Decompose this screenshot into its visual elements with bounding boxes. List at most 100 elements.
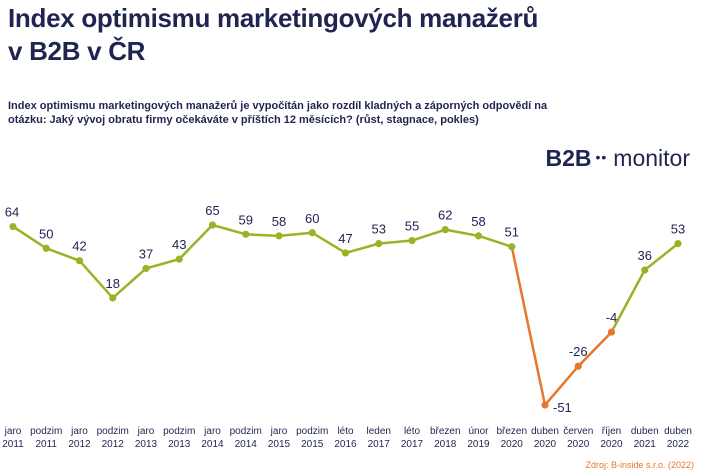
data-point	[541, 401, 549, 409]
title-line-1: Index optimismu marketingových manažerů	[8, 3, 539, 33]
data-label: 53	[372, 222, 386, 237]
x-tick-label-year: 2021	[634, 439, 657, 450]
x-tick-label-year: 2020	[501, 439, 524, 450]
data-point	[574, 362, 582, 370]
data-label: 47	[338, 231, 352, 246]
x-tick-label-year: 2013	[168, 439, 191, 450]
chart-subtitle: Index optimismu marketingových manažerů …	[8, 100, 548, 126]
series-segment	[144, 257, 181, 270]
series-segment	[344, 242, 380, 255]
data-label: 62	[438, 208, 452, 223]
x-tick-label-year: 2019	[467, 439, 490, 450]
series-segment	[643, 242, 680, 272]
data-label: 58	[471, 214, 485, 229]
data-point	[641, 266, 649, 274]
x-tick-label-period: duben	[531, 426, 559, 437]
series-segment	[510, 245, 547, 407]
x-tick-label-period: jaro	[203, 426, 221, 437]
x-tick-label-year: 2020	[600, 439, 623, 450]
x-tick-label-period: březen	[430, 426, 461, 437]
x-tick-label-year: 2018	[434, 439, 457, 450]
series-segment	[45, 247, 81, 262]
data-point	[508, 243, 516, 251]
data-point	[275, 232, 283, 240]
logo-b2b-text: B2B	[545, 145, 592, 171]
data-label: -51	[553, 400, 572, 415]
data-point	[607, 328, 616, 336]
x-tick-label-year: 2020	[567, 439, 590, 450]
data-label: 37	[139, 246, 153, 261]
data-point	[142, 264, 150, 273]
x-tick-label-period: podzim	[230, 426, 262, 437]
x-tick-label-period: říjen	[602, 426, 621, 437]
data-point	[109, 294, 117, 302]
series-segment	[477, 234, 513, 248]
data-label: 18	[106, 276, 120, 291]
data-point	[408, 236, 416, 245]
series-segment	[178, 223, 214, 261]
x-tick-label-year: 2015	[268, 439, 291, 450]
data-label: 51	[505, 225, 519, 240]
x-tick-label-period: podzim	[97, 426, 129, 437]
x-tick-label-year: 2017	[368, 439, 391, 450]
x-tick-label-period: březen	[496, 426, 527, 437]
title-line-2: v B2B v ČR	[8, 36, 146, 66]
data-point	[375, 240, 383, 248]
data-point	[208, 221, 217, 229]
x-tick-label-year: 2011	[2, 439, 24, 450]
page-title: Index optimismu marketingových manažerů …	[8, 2, 538, 68]
data-point	[341, 249, 350, 257]
x-tick-label-period: podzim	[163, 426, 195, 437]
data-label: 43	[172, 237, 186, 252]
x-tick-label-period: jaro	[70, 426, 88, 437]
series-segment	[577, 330, 613, 368]
x-tick-label-period: únor	[468, 426, 489, 437]
source-note: Zdroj: B-inside s.r.o. (2022)	[585, 460, 694, 470]
x-tick-label-year: 2014	[235, 439, 258, 450]
data-label: 55	[405, 219, 419, 234]
data-point	[9, 222, 17, 231]
series-segment	[11, 225, 48, 250]
data-label: -4	[606, 310, 618, 325]
data-label: 36	[638, 248, 652, 263]
data-label: 53	[671, 222, 685, 237]
data-label: 60	[305, 211, 319, 226]
series-segment	[410, 228, 447, 242]
data-label: 65	[205, 203, 219, 218]
x-tick-label-year: 2012	[102, 439, 125, 450]
logo-monitor-text: monitor	[613, 145, 690, 171]
b2b-monitor-logo: B2B •• monitor	[545, 145, 690, 172]
data-point	[75, 257, 84, 265]
series-segment	[377, 239, 414, 245]
x-tick-label-period: červen	[563, 426, 593, 437]
series-segment	[111, 267, 148, 300]
data-label: 59	[239, 212, 253, 227]
x-tick-label-period: duben	[631, 426, 659, 437]
x-tick-label-period: duben	[664, 426, 692, 437]
x-tick-label-year: 2014	[201, 439, 224, 450]
series-segment	[543, 364, 580, 407]
data-point	[175, 255, 183, 263]
series-segment	[444, 228, 480, 238]
data-label: 64	[5, 205, 19, 220]
x-tick-label-year: 2012	[68, 439, 91, 450]
x-tick-label-period: leden	[367, 426, 391, 437]
data-point	[242, 230, 250, 238]
x-tick-label-period: léto	[404, 426, 421, 437]
x-tick-label-year: 2022	[667, 439, 690, 450]
x-tick-label-period: jaro	[137, 426, 155, 437]
data-label: 42	[72, 239, 86, 254]
x-tick-label-period: podzim	[30, 426, 62, 437]
x-tick-label-period: léto	[337, 426, 354, 437]
logo-dots: ••	[595, 149, 608, 165]
x-tick-label-period: jaro	[4, 426, 22, 437]
x-tick-label-period: podzim	[296, 426, 328, 437]
series-segment	[277, 231, 314, 238]
data-point	[308, 229, 316, 237]
x-tick-label-year: 2016	[334, 439, 357, 450]
data-label: 50	[39, 226, 53, 241]
series-segment	[311, 231, 347, 255]
x-tick-label-year: 2020	[534, 439, 557, 450]
x-tick-label-period: jaro	[270, 426, 288, 437]
data-label: 58	[272, 214, 286, 229]
